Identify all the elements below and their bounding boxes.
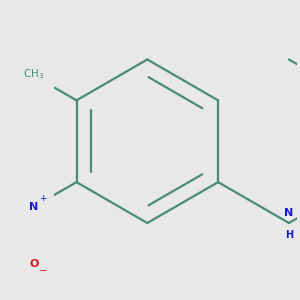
Text: +: + bbox=[39, 194, 46, 203]
Text: N: N bbox=[284, 208, 294, 218]
Text: −: − bbox=[38, 266, 47, 276]
Text: O: O bbox=[29, 259, 39, 269]
Text: N: N bbox=[29, 202, 39, 212]
Text: CH$_3$: CH$_3$ bbox=[23, 67, 44, 81]
Text: H: H bbox=[285, 230, 293, 240]
